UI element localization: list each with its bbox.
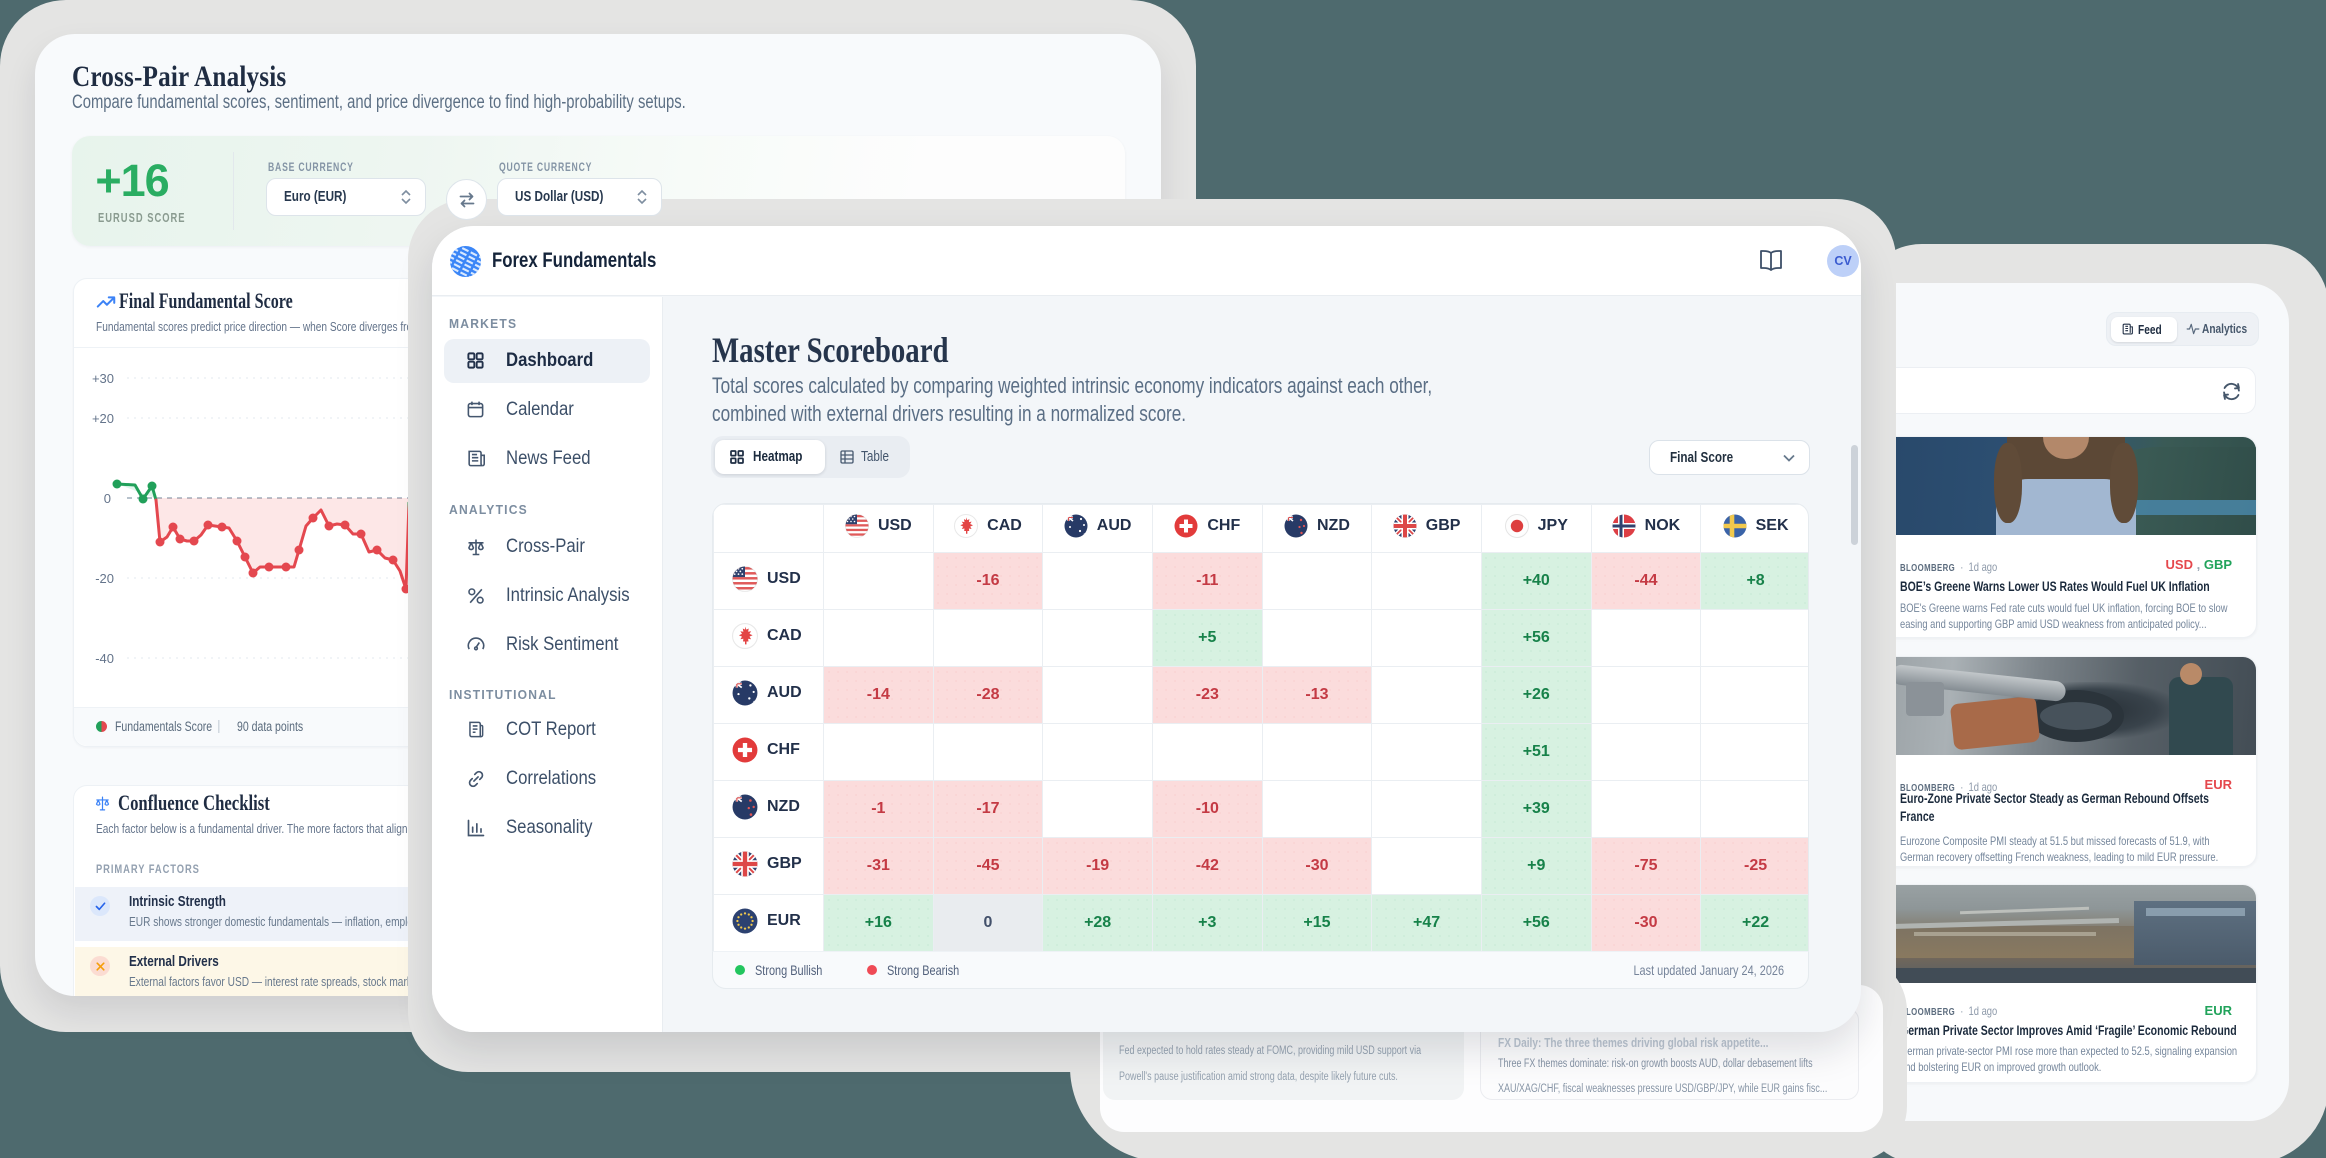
svg-text:0: 0 [104,491,111,506]
svg-text:+30: +30 [92,371,114,386]
svg-text:-40: -40 [95,651,114,666]
svg-text:+20: +20 [92,411,114,426]
svg-text:-20: -20 [95,571,114,586]
